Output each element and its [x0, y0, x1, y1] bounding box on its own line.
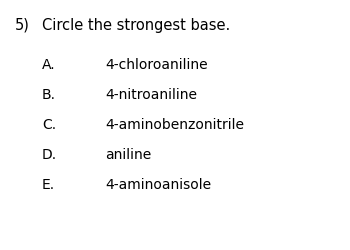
Text: 4-chloroaniline: 4-chloroaniline: [105, 58, 208, 72]
Text: B.: B.: [42, 88, 56, 102]
Text: 4-nitroaniline: 4-nitroaniline: [105, 88, 197, 102]
Text: E.: E.: [42, 178, 55, 192]
Text: aniline: aniline: [105, 148, 151, 162]
Text: 5): 5): [15, 18, 30, 33]
Text: A.: A.: [42, 58, 56, 72]
Text: Circle the strongest base.: Circle the strongest base.: [42, 18, 230, 33]
Text: C.: C.: [42, 118, 56, 132]
Text: 4-aminobenzonitrile: 4-aminobenzonitrile: [105, 118, 244, 132]
Text: 4-aminoanisole: 4-aminoanisole: [105, 178, 211, 192]
Text: D.: D.: [42, 148, 57, 162]
